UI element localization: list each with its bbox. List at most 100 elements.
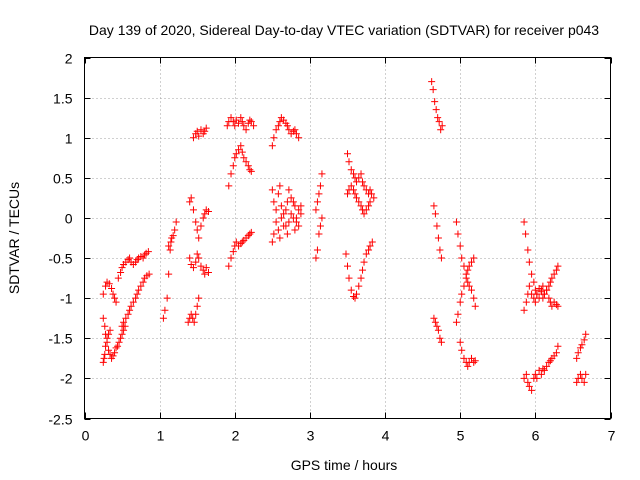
data-point [580, 378, 588, 386]
data-point [244, 232, 252, 240]
series-s8 [184, 294, 203, 326]
data-point [368, 238, 376, 246]
data-point [235, 146, 243, 154]
data-point [270, 198, 278, 206]
data-point [133, 290, 141, 298]
x-tick-label: 7 [608, 428, 616, 444]
data-point [467, 286, 475, 294]
data-point [204, 268, 212, 276]
data-point [109, 352, 117, 360]
data-point [467, 258, 475, 266]
data-point [231, 122, 239, 130]
data-point [111, 349, 119, 357]
series-s12 [223, 114, 258, 134]
x-tick-label: 6 [532, 428, 540, 444]
data-point [543, 286, 551, 294]
data-point [580, 336, 588, 344]
data-point [192, 258, 200, 266]
data-point [554, 302, 562, 310]
data-point [437, 338, 445, 346]
data-point [232, 238, 240, 246]
data-point [462, 274, 470, 282]
data-point [582, 370, 590, 378]
data-point [167, 238, 175, 246]
data-point [282, 206, 290, 214]
data-point [368, 190, 376, 198]
data-point [524, 378, 532, 386]
data-point [528, 386, 536, 394]
data-point [548, 274, 556, 282]
data-point [545, 294, 553, 302]
data-point [105, 280, 113, 288]
data-point [105, 330, 113, 338]
data-point [297, 202, 305, 210]
data-point [132, 294, 140, 302]
data-point [295, 222, 303, 230]
data-point [431, 98, 439, 106]
data-point [193, 302, 201, 310]
data-point [202, 124, 210, 132]
data-point [99, 290, 107, 298]
data-point [454, 230, 462, 238]
data-points [99, 78, 590, 394]
data-point [360, 182, 368, 190]
data-point [240, 122, 248, 130]
data-point [99, 358, 107, 366]
data-point [161, 306, 169, 314]
data-point [530, 294, 538, 302]
data-point [347, 286, 355, 294]
tick-labels: 0 1 2 3 4 5 6 7 -2.5 -2 -1.5 -1 -0.5 0 0.5 1 1.5 2 [48, 51, 615, 444]
data-point [456, 298, 464, 306]
data-point [115, 338, 123, 346]
data-point [520, 374, 528, 382]
data-point [137, 282, 145, 290]
data-point [574, 349, 582, 357]
data-point [103, 334, 111, 342]
data-point [100, 354, 108, 362]
data-point [247, 167, 255, 175]
data-point [470, 294, 478, 302]
data-point [540, 366, 548, 374]
data-point [355, 282, 363, 290]
data-point [437, 254, 445, 262]
data-point [229, 248, 237, 256]
series-s28 [456, 338, 479, 370]
data-point [165, 270, 173, 278]
data-point [370, 194, 378, 202]
data-point [268, 238, 276, 246]
series-s22 [342, 238, 376, 302]
data-point [223, 122, 231, 130]
data-point [316, 182, 324, 190]
data-point [431, 210, 439, 218]
data-point [582, 330, 590, 338]
data-point [189, 206, 197, 214]
data-point [470, 358, 478, 366]
data-point [345, 274, 353, 282]
data-point [186, 254, 194, 262]
data-point [456, 338, 464, 346]
data-point [189, 134, 197, 142]
data-point [272, 206, 280, 214]
data-point [470, 254, 478, 262]
data-point [430, 314, 438, 322]
data-point [552, 266, 560, 274]
data-point [225, 182, 233, 190]
data-point [197, 222, 205, 230]
data-point [318, 214, 326, 222]
data-point [120, 318, 128, 326]
series-s20 [344, 150, 378, 202]
data-point [522, 370, 530, 378]
data-point [552, 349, 560, 357]
y-tick-label: -0.5 [48, 251, 72, 267]
data-point [533, 374, 541, 382]
data-point [139, 254, 147, 262]
data-point [434, 114, 442, 122]
series-s30 [520, 282, 562, 314]
data-point [520, 218, 528, 226]
series-s1 [99, 314, 129, 362]
data-point [525, 258, 533, 266]
data-point [289, 198, 297, 206]
data-point [108, 285, 116, 293]
data-point [114, 274, 122, 282]
data-point [189, 314, 197, 322]
